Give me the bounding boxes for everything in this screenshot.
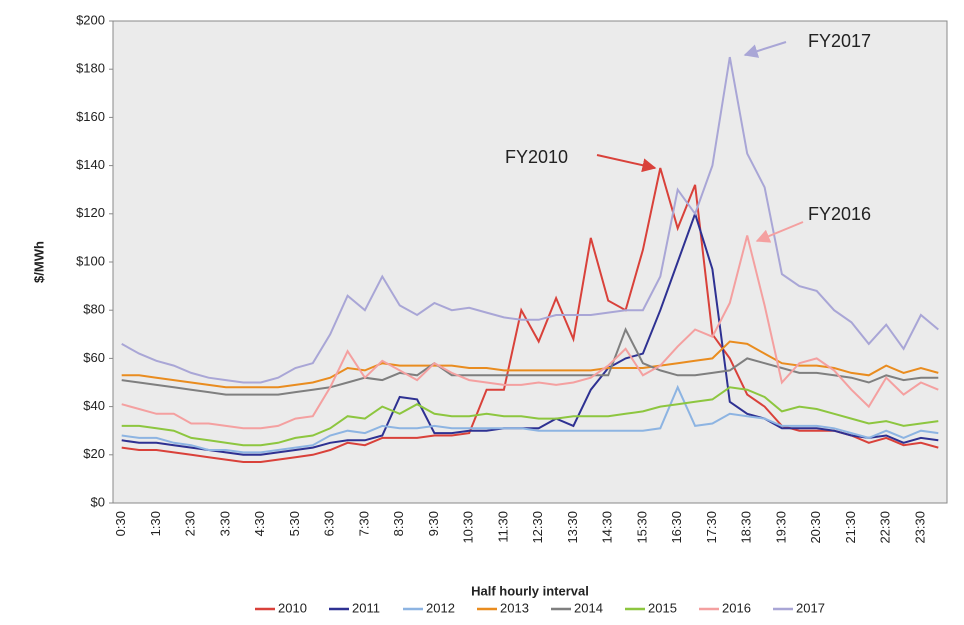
x-tick-label: 16:30 <box>669 511 684 544</box>
y-tick-label: $120 <box>76 205 105 220</box>
x-tick-label: 5:30 <box>287 511 302 536</box>
x-tick-label: 3:30 <box>217 511 232 536</box>
x-tick-label: 23:30 <box>912 511 927 544</box>
series-line <box>121 56 939 384</box>
x-tick-label: 7:30 <box>356 511 371 536</box>
x-axis-title: Half hourly interval <box>471 583 589 598</box>
x-tick-label: 17:30 <box>704 511 719 544</box>
y-tick-label: $100 <box>76 253 105 268</box>
legend-label: 2011 <box>352 600 380 615</box>
x-tick-label: 9:30 <box>426 511 441 536</box>
legend-label: 2012 <box>426 600 455 615</box>
annotation-arrow <box>755 221 804 243</box>
series-line <box>121 210 939 456</box>
y-tick-label: $40 <box>83 398 105 413</box>
series-line <box>121 235 939 430</box>
x-tick-label: 18:30 <box>739 511 754 544</box>
x-tick-label: 21:30 <box>843 511 858 544</box>
y-tick-label: $200 <box>76 12 105 27</box>
x-tick-label: 20:30 <box>808 511 823 544</box>
y-tick-label: $80 <box>83 302 105 317</box>
annotation: FY2016 <box>808 204 871 224</box>
legend-label: 2010 <box>278 600 307 615</box>
y-axis-title: $/MWh <box>31 241 46 283</box>
legend-label: 2015 <box>648 600 677 615</box>
legend-label: 2014 <box>574 600 603 615</box>
legend-label: 2013 <box>500 600 529 615</box>
annotation-arrow <box>743 41 787 58</box>
series-line <box>121 386 939 447</box>
x-tick-label: 19:30 <box>773 511 788 544</box>
y-tick-label: $0 <box>91 494 105 509</box>
y-tick-label: $180 <box>76 61 105 76</box>
x-tick-label: 6:30 <box>322 511 337 536</box>
legend-label: 2017 <box>796 600 825 615</box>
x-tick-label: 10:30 <box>461 511 476 544</box>
annotation: FY2010 <box>505 147 568 167</box>
series-line <box>121 340 939 389</box>
series-line <box>121 384 939 454</box>
x-tick-label: 0:30 <box>113 511 128 536</box>
x-tick-label: 11:30 <box>495 511 510 543</box>
y-tick-label: $160 <box>76 109 105 124</box>
plot-area <box>112 20 948 504</box>
x-tick-label: 22:30 <box>878 511 893 544</box>
x-tick-label: 4:30 <box>252 511 267 536</box>
x-tick-label: 12:30 <box>530 511 545 544</box>
x-tick-label: 14:30 <box>600 511 615 544</box>
series-line <box>121 327 939 396</box>
x-tick-label: 13:30 <box>565 511 580 544</box>
series-line <box>121 167 939 463</box>
x-tick-label: 15:30 <box>634 511 649 544</box>
legend-label: 2016 <box>722 600 751 615</box>
y-tick-label: $140 <box>76 157 105 172</box>
y-tick-label: $20 <box>83 446 105 461</box>
x-tick-label: 1:30 <box>148 511 163 536</box>
y-tick-label: $60 <box>83 350 105 365</box>
annotation: FY2017 <box>808 31 871 51</box>
x-tick-label: 8:30 <box>391 511 406 536</box>
x-tick-label: 2:30 <box>183 511 198 536</box>
annotation-arrow <box>596 154 657 173</box>
